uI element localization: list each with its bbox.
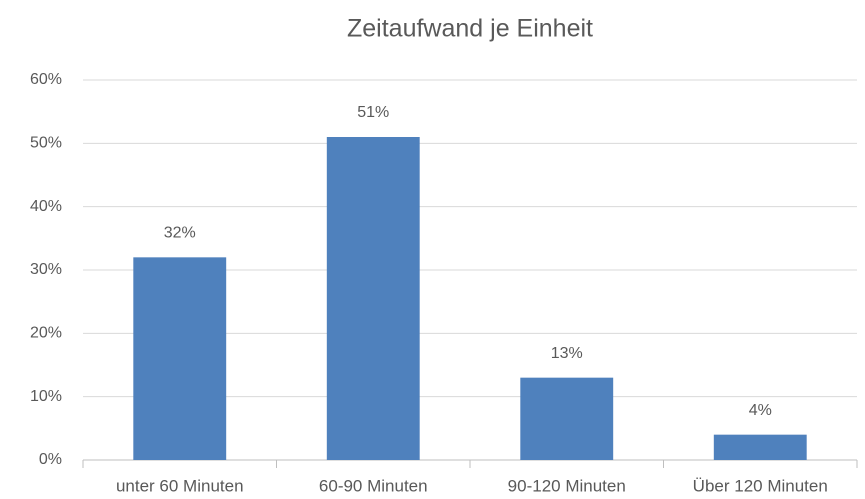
data-label: 13% (551, 345, 583, 362)
data-label: 4% (749, 402, 772, 419)
data-label: 32% (164, 225, 196, 242)
x-tick-label: 90-120 Minuten (508, 476, 626, 495)
chart-title: Zeitaufwand je Einheit (347, 15, 593, 43)
y-tick-label: 30% (30, 261, 62, 278)
x-tick-label: 60-90 Minuten (319, 476, 428, 495)
bar (713, 434, 807, 460)
y-tick-label: 50% (30, 135, 62, 152)
x-tick-label: Über 120 Minuten (693, 476, 828, 495)
y-tick-label: 60% (30, 71, 62, 88)
bar (326, 137, 420, 460)
y-tick-label: 10% (30, 388, 62, 405)
y-tick-label: 40% (30, 198, 62, 215)
y-tick-label: 20% (30, 325, 62, 342)
x-tick-label: unter 60 Minuten (116, 476, 244, 495)
y-tick-label: 0% (39, 451, 62, 468)
bar (133, 257, 227, 460)
data-label: 51% (357, 104, 389, 121)
bar (520, 377, 614, 460)
